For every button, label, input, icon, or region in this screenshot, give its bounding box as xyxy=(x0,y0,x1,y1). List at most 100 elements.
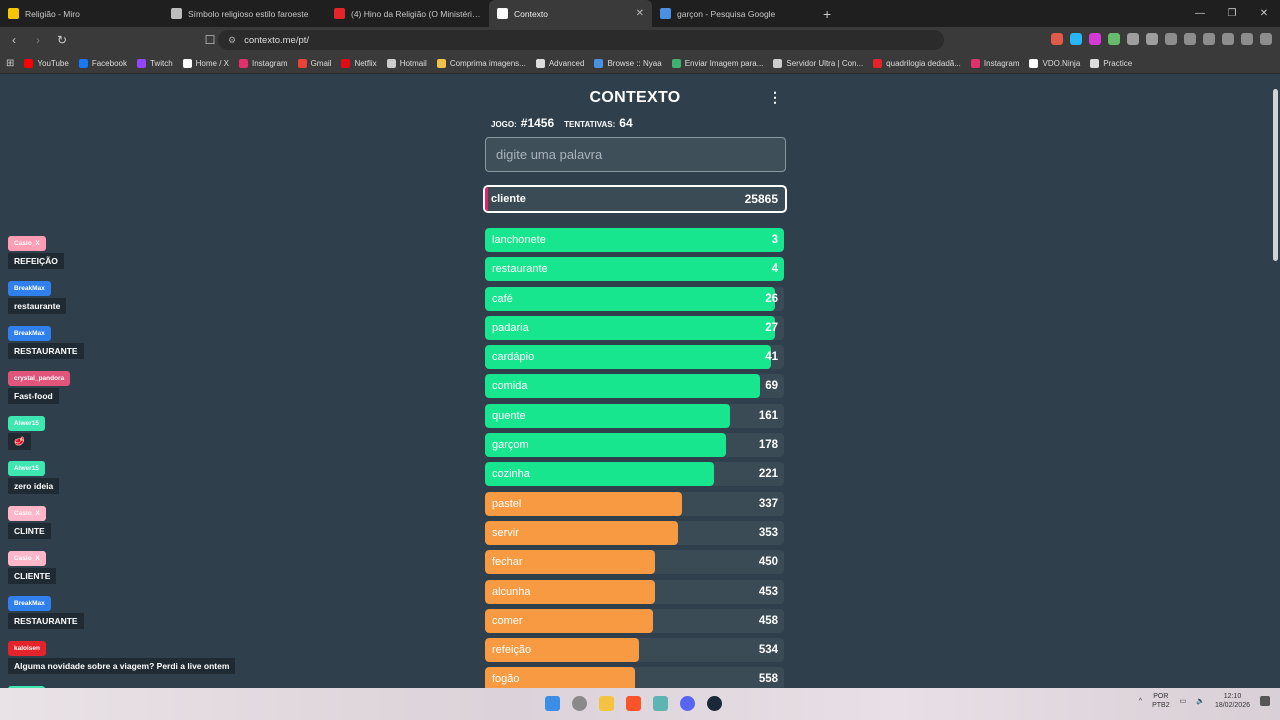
bookmark-item[interactable]: YouTube xyxy=(24,58,69,68)
guess-rank: 453 xyxy=(758,585,778,598)
tray-chevron-icon[interactable]: ^ xyxy=(1138,697,1143,705)
guess-word: comida xyxy=(492,380,528,393)
guess-proximity-bar xyxy=(485,315,776,340)
close-tab-icon[interactable]: ✕ xyxy=(635,8,644,19)
network-icon[interactable]: ▭ xyxy=(1179,698,1187,705)
reload-icon[interactable]: ↻ xyxy=(56,33,68,47)
tentativas-label: TENTATIVAS: xyxy=(564,120,616,129)
guess-rank: 161 xyxy=(758,409,778,422)
chat-message: BreakMax RESTAURANTE xyxy=(8,592,84,629)
guess-rank: 26 xyxy=(765,292,778,305)
bookmark-label: YouTube xyxy=(37,58,69,68)
discord-icon[interactable] xyxy=(680,696,695,711)
page-scrollbar[interactable] xyxy=(1270,75,1280,688)
browser-tab[interactable]: Símbolo religioso estilo faroeste xyxy=(163,0,326,27)
bookmark-item[interactable]: Servidor Ultra | Con... xyxy=(773,58,863,68)
bookmark-item[interactable]: Netflix xyxy=(341,58,377,68)
bookmark-label: Hotmail xyxy=(399,58,427,68)
guess-word: refeição xyxy=(492,644,532,657)
extension-icon[interactable] xyxy=(1051,33,1063,45)
bookmark-label: VDO.Ninja xyxy=(1042,58,1081,68)
search-icon[interactable] xyxy=(572,696,587,711)
guess-proximity-bar xyxy=(485,491,683,516)
extension-icon[interactable] xyxy=(1089,33,1101,45)
chat-message: Alwer15 🥩 xyxy=(8,412,45,450)
kebab-menu-icon[interactable]: ⋮ xyxy=(768,89,782,105)
chat-message: Alwer15 zero ideia xyxy=(8,457,60,494)
bookmark-label: Facebook xyxy=(91,58,127,68)
browser-tab[interactable]: (4) Hino da Religião (O Ministério da xyxy=(326,0,489,27)
sidebar-icon[interactable] xyxy=(1203,33,1215,45)
guess-proximity-bar xyxy=(485,374,761,399)
apps-grid-icon[interactable]: ⊞ xyxy=(6,57,15,69)
chat-message: crystal_pandora Fast-food xyxy=(8,367,71,404)
wallet-icon[interactable] xyxy=(1222,33,1234,45)
guess-row: padaria 27 xyxy=(485,315,784,340)
tab-title: Símbolo religioso estilo faroeste xyxy=(188,8,309,19)
toolbar: ‹ › ↻ ☐ ⚙ contexto.me/pt/ xyxy=(0,27,1280,53)
bookmark-item[interactable]: Home / X xyxy=(182,58,229,68)
clock[interactable]: 12:10 18/02/2026 xyxy=(1214,693,1250,709)
extension-icon[interactable] xyxy=(1070,33,1082,45)
bookmark-label: quadrilogia dedadã... xyxy=(886,58,961,68)
browser-tab[interactable]: Contexto ✕ xyxy=(489,0,652,27)
close-window-icon[interactable]: ✕ xyxy=(1259,8,1269,19)
guess-row: pastel 337 xyxy=(485,491,784,516)
browser-tab[interactable]: garçon - Pesquisa Google xyxy=(652,0,815,27)
word-input[interactable] xyxy=(485,137,786,172)
bookmark-item[interactable]: Instagram xyxy=(970,58,1019,68)
app-icon[interactable] xyxy=(653,696,668,711)
bookmark-item[interactable]: VDO.Ninja xyxy=(1029,58,1081,68)
bookmark-label: Browse :: Nyaa xyxy=(607,58,662,68)
bookmark-item[interactable]: Comprima imagens... xyxy=(436,58,526,68)
extension-icon[interactable] xyxy=(1127,33,1139,45)
file-explorer-icon[interactable] xyxy=(599,696,614,711)
bookmark-favicon-icon xyxy=(671,58,681,68)
language-indicator[interactable]: POR PTB2 xyxy=(1152,693,1170,709)
brave-browser-icon[interactable] xyxy=(626,696,641,711)
bookmark-item[interactable]: Hotmail xyxy=(386,58,427,68)
chat-message-text: CLIENTE xyxy=(8,568,57,584)
bookmark-item[interactable]: Browse :: Nyaa xyxy=(594,58,662,68)
notification-icon[interactable] xyxy=(1260,696,1270,706)
browser-tab[interactable]: Religião - Miro xyxy=(0,0,163,27)
extension-icon[interactable] xyxy=(1108,33,1120,45)
scrollbar-thumb[interactable] xyxy=(1273,89,1278,261)
puzzle-icon[interactable] xyxy=(1146,33,1158,45)
bookmark-favicon-icon xyxy=(24,58,34,68)
bookmark-item[interactable]: Facebook xyxy=(78,58,127,68)
chat-message: BreakMax RESTAURANTE xyxy=(8,322,84,359)
bookmark-item[interactable]: Practice xyxy=(1090,58,1132,68)
bookmark-icon[interactable]: ☐ xyxy=(204,33,216,47)
guess-proximity-bar xyxy=(485,667,635,688)
shield-icon[interactable] xyxy=(1241,33,1253,45)
bookmark-item[interactable]: Twitch xyxy=(136,58,173,68)
bookmark-label: Twitch xyxy=(149,58,173,68)
bookmark-item[interactable]: quadrilogia dedadã... xyxy=(873,58,961,68)
download-icon[interactable] xyxy=(1165,33,1177,45)
bookmark-favicon-icon xyxy=(386,58,396,68)
steam-icon[interactable] xyxy=(707,696,722,711)
back-icon[interactable]: ‹ xyxy=(12,33,16,47)
menu-icon[interactable] xyxy=(1260,33,1272,45)
bookmark-favicon-icon xyxy=(78,58,88,68)
chat-message: Casio_X REFEIÇÃO xyxy=(8,232,64,269)
bookmark-item[interactable]: Advanced xyxy=(535,58,584,68)
guess-proximity-bar xyxy=(485,257,784,282)
page-title: CONTEXTO xyxy=(589,89,681,106)
bookmark-item[interactable]: Instagram xyxy=(238,58,288,68)
address-bar[interactable]: ⚙ contexto.me/pt/ xyxy=(218,30,944,50)
bookmark-favicon-icon xyxy=(238,58,248,68)
minimize-icon[interactable]: — xyxy=(1195,8,1205,19)
site-info-icon[interactable]: ⚙ xyxy=(228,34,237,45)
guess-row: cardápio 41 xyxy=(485,345,784,370)
bookmark-item[interactable]: Enviar Imagem para... xyxy=(671,58,763,68)
restore-icon[interactable]: ❐ xyxy=(1227,8,1237,19)
media-icon[interactable] xyxy=(1184,33,1196,45)
volume-icon[interactable]: 🔈 xyxy=(1196,698,1205,705)
windows-start-icon[interactable] xyxy=(545,696,560,711)
new-tab-button[interactable]: + xyxy=(823,5,832,22)
bookmark-item[interactable]: Gmail xyxy=(297,58,331,68)
forward-icon[interactable]: › xyxy=(36,33,40,47)
jogo-label: JOGO: xyxy=(491,120,517,129)
